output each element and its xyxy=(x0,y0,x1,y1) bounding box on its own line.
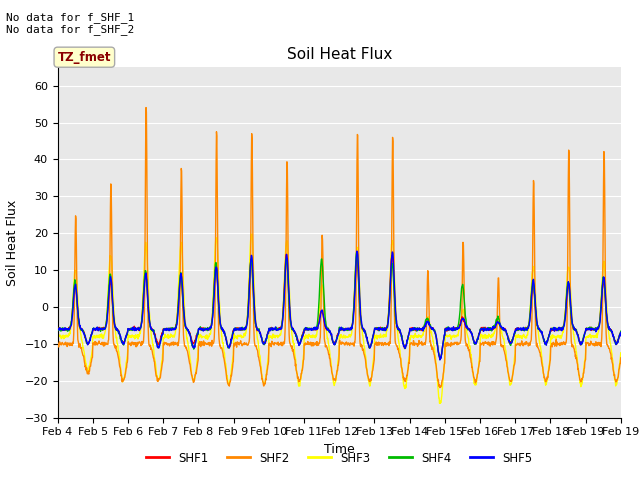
SHF3 xyxy=(617,350,625,356)
SHF2 xyxy=(54,340,61,346)
SHF1 xyxy=(473,339,481,345)
SHF1 xyxy=(611,336,618,342)
Text: No data for f_SHF_1
No data for f_SHF_2: No data for f_SHF_1 No data for f_SHF_2 xyxy=(6,12,134,36)
SHF2 xyxy=(142,140,150,146)
SHF4 xyxy=(314,317,321,323)
SHF2 xyxy=(617,355,625,360)
Line: SHF3: SHF3 xyxy=(58,234,621,403)
SHF5 xyxy=(54,326,61,332)
SHF2 xyxy=(611,373,618,379)
SHF4 xyxy=(436,356,444,361)
SHF5 xyxy=(314,326,321,332)
SHF3 xyxy=(325,342,333,348)
SHF2 xyxy=(436,385,444,391)
SHF3 xyxy=(248,231,256,237)
SHF4 xyxy=(353,249,360,255)
SHF5 xyxy=(611,336,618,342)
SHF2 xyxy=(473,375,481,381)
SHF5 xyxy=(556,324,563,330)
SHF4 xyxy=(473,339,481,345)
SHF2 xyxy=(556,341,563,347)
SHF3 xyxy=(54,333,61,339)
SHF3 xyxy=(611,373,618,379)
SHF4 xyxy=(54,326,61,332)
Line: SHF2: SHF2 xyxy=(58,108,621,388)
SHF1 xyxy=(54,326,61,332)
Title: Soil Heat Flux: Soil Heat Flux xyxy=(287,47,392,62)
SHF5 xyxy=(436,357,444,363)
SHF5 xyxy=(473,338,481,344)
Legend: SHF1, SHF2, SHF3, SHF4, SHF5: SHF1, SHF2, SHF3, SHF4, SHF5 xyxy=(141,447,538,469)
SHF3 xyxy=(436,400,444,406)
SHF2 xyxy=(325,352,333,358)
SHF5 xyxy=(353,248,361,254)
Line: SHF5: SHF5 xyxy=(58,251,621,360)
Line: SHF1: SHF1 xyxy=(58,254,621,359)
SHF1 xyxy=(314,323,322,328)
Line: SHF4: SHF4 xyxy=(58,252,621,359)
SHF2 xyxy=(314,342,322,348)
X-axis label: Time: Time xyxy=(324,443,355,456)
SHF1 xyxy=(325,326,333,332)
SHF3 xyxy=(556,333,563,339)
Y-axis label: Soil Heat Flux: Soil Heat Flux xyxy=(6,199,19,286)
SHF3 xyxy=(314,323,322,328)
SHF1 xyxy=(283,252,291,257)
SHF5 xyxy=(142,271,150,276)
SHF5 xyxy=(324,327,332,333)
SHF1 xyxy=(556,327,563,333)
SHF4 xyxy=(617,328,625,334)
SHF4 xyxy=(611,337,618,343)
SHF3 xyxy=(142,240,150,245)
SHF1 xyxy=(142,272,150,277)
SHF4 xyxy=(556,327,563,333)
SHF4 xyxy=(324,327,332,333)
SHF5 xyxy=(617,329,625,335)
Text: TZ_fmet: TZ_fmet xyxy=(58,51,111,64)
SHF3 xyxy=(473,378,481,384)
SHF4 xyxy=(142,268,150,274)
SHF1 xyxy=(617,330,625,336)
SHF1 xyxy=(436,356,444,361)
SHF2 xyxy=(142,105,150,110)
